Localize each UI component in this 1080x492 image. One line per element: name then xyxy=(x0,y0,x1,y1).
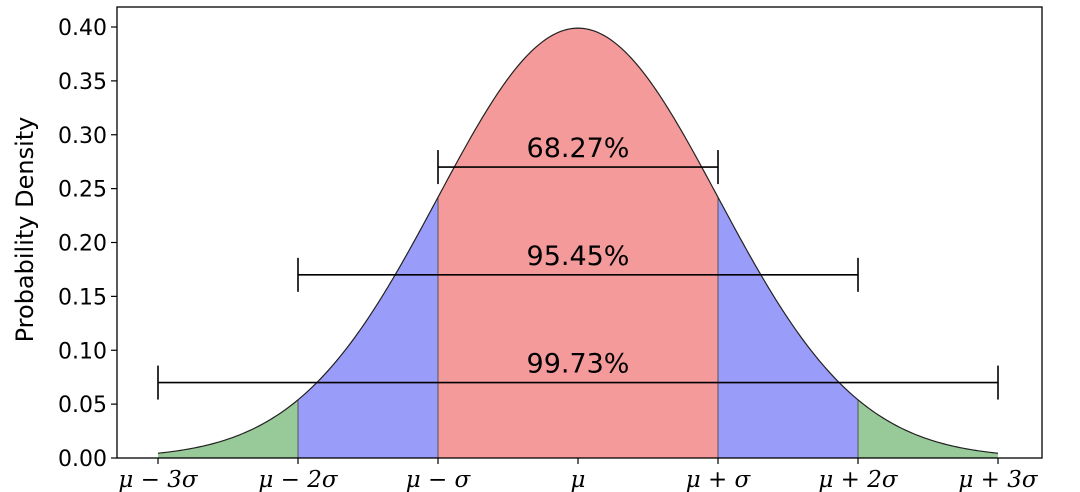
x-tick-label: μ − 3σ xyxy=(118,467,198,492)
y-tick-label: 0.10 xyxy=(58,339,107,364)
y-tick-label: 0.05 xyxy=(58,393,107,418)
y-tick-label: 0.25 xyxy=(58,178,107,203)
y-tick-label: 0.20 xyxy=(58,232,107,257)
density-curve-group xyxy=(157,27,999,454)
region-4 xyxy=(858,399,998,458)
region-1 xyxy=(298,197,438,458)
interval-label: 99.73% xyxy=(527,349,630,380)
region-2 xyxy=(438,28,718,458)
x-tick-label: μ − σ xyxy=(406,467,472,492)
plot-frame xyxy=(116,6,1043,459)
y-axis-ticks: 0.00 0.05 0.10 0.15 0.20 0.25 0.30 0.35 0.40 xyxy=(58,16,117,472)
density-curve xyxy=(157,27,999,454)
y-tick-label: 0.30 xyxy=(58,124,107,149)
x-tick-label: μ + 3σ xyxy=(958,467,1038,492)
x-tick-label: μ − 2σ xyxy=(258,467,338,492)
x-axis-ticks: μ − 3σ μ − 2σ μ − σ μ μ + σ μ + 2σ μ + 3σ xyxy=(118,458,1039,492)
shaded-regions xyxy=(158,28,998,458)
interval-label: 68.27% xyxy=(527,133,630,164)
y-tick-label: 0.35 xyxy=(58,70,107,95)
y-axis-label: Probability Density xyxy=(11,117,39,343)
x-tick-label: μ + 2σ xyxy=(818,467,898,492)
interval-label: 95.45% xyxy=(527,241,630,272)
interval-brackets: 68.27% 95.45% 99.73% xyxy=(157,133,999,400)
region-0 xyxy=(158,399,298,458)
y-tick-label: 0.00 xyxy=(58,447,107,472)
y-tick-label: 0.15 xyxy=(58,285,107,310)
x-tick-label: μ + σ xyxy=(686,467,752,492)
x-tick-label: μ xyxy=(571,467,586,492)
region-3 xyxy=(718,197,858,458)
y-tick-label: 0.40 xyxy=(58,16,107,41)
